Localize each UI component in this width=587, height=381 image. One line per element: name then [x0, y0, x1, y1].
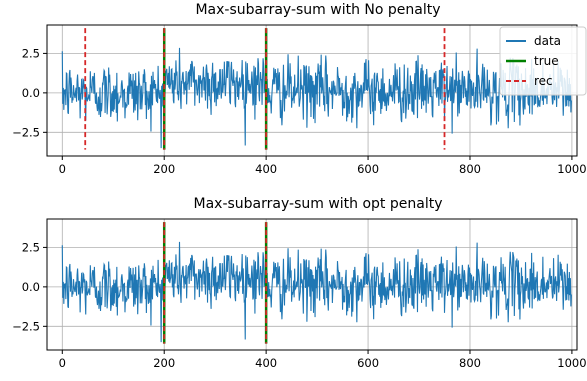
legend-label-true: true [534, 54, 559, 68]
y-tick-label: −2.5 [12, 319, 40, 333]
chart-bottom-plot [61, 222, 572, 344]
y-tick-label: −2.5 [12, 125, 40, 139]
x-tick-label: 400 [255, 356, 277, 370]
x-tick-label: 600 [357, 356, 379, 370]
x-tick-label: 200 [153, 356, 175, 370]
chart-top-plot [61, 28, 572, 150]
x-tick-label: 800 [459, 356, 481, 370]
x-tick-label: 200 [153, 162, 175, 176]
y-tick-label: 0.0 [22, 280, 40, 294]
chart-bottom-title: Max-subarray-sum with opt penalty [194, 196, 443, 212]
chart-top-ticks: 0 200 400 600 800 1000 2.5 0.0 −2.5 [12, 46, 586, 176]
x-tick-label: 600 [357, 162, 379, 176]
x-tick-label: 1000 [557, 162, 586, 176]
chart-bottom: Max-subarray-sum with opt penalty 0 200 40… [12, 196, 586, 370]
legend: data true rec [499, 26, 587, 96]
chart-top-title: Max-subarray-sum with No penalty [195, 2, 440, 18]
y-tick-label: 2.5 [22, 240, 40, 254]
legend-box [499, 26, 587, 96]
x-tick-label: 0 [59, 162, 66, 176]
y-tick-label: 0.0 [22, 86, 40, 100]
series-data-line [61, 47, 572, 149]
chart-bottom-ticks: 0 200 400 600 800 1000 2.5 0.0 −2.5 [12, 240, 586, 370]
x-tick-label: 800 [459, 162, 481, 176]
series-data-line [61, 241, 572, 343]
x-tick-label: 400 [255, 162, 277, 176]
x-tick-label: 0 [59, 356, 66, 370]
y-tick-label: 2.5 [22, 46, 40, 60]
chart-bottom-frame [46, 218, 578, 351]
legend-label-data: data [534, 34, 561, 48]
legend-label-rec: rec [534, 74, 553, 88]
chart-top: Max-subarray-sum with No penalty 0 200 400… [12, 2, 586, 176]
x-tick-label: 1000 [557, 356, 586, 370]
